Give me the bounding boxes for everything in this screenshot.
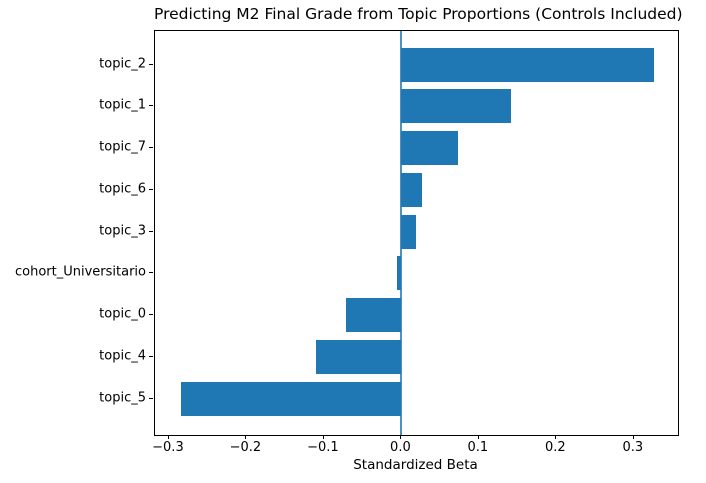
y-tick-mark: [149, 63, 153, 65]
x-tick-mark: [167, 435, 169, 439]
y-tick-mark: [149, 272, 153, 274]
y-tick-label-topic_2: topic_2: [99, 56, 146, 72]
x-tick-label-0.1: 0.1: [467, 440, 489, 455]
x-tick-mark: [400, 435, 402, 439]
bar-topic_3: [401, 214, 417, 249]
y-tick-label-topic_1: topic_1: [99, 97, 146, 113]
x-tick-label-0.3: 0.3: [622, 440, 644, 455]
bar-topic_6: [401, 172, 422, 207]
y-tick-mark: [149, 230, 153, 232]
y-tick-mark: [149, 314, 153, 316]
x-tick-mark: [322, 435, 324, 439]
y-tick-label-topic_6: topic_6: [99, 181, 146, 197]
y-tick-label-topic_7: topic_7: [99, 139, 146, 155]
plot-area: [154, 30, 679, 436]
y-tick-label-topic_3: topic_3: [99, 223, 146, 239]
x-tick-label-−0.2: −0.2: [229, 440, 262, 455]
y-tick-label-topic_5: topic_5: [99, 390, 146, 405]
y-tick-label-topic_4: topic_4: [99, 348, 146, 364]
x-tick-mark: [477, 435, 479, 439]
bar-topic_1: [401, 89, 511, 124]
x-tick-label-0.0: 0.0: [390, 440, 411, 455]
bar-cohort_Universitario: [396, 256, 402, 291]
y-tick-mark: [149, 397, 153, 399]
bar-topic_0: [346, 298, 402, 333]
bar-topic_5: [180, 381, 402, 416]
y-tick-mark: [149, 355, 153, 357]
x-axis-label: Standardized Beta: [353, 457, 478, 473]
x-tick-label-−0.3: −0.3: [152, 440, 184, 455]
y-tick-mark: [149, 147, 153, 149]
x-tick-mark: [555, 435, 557, 439]
y-tick-label-topic_0: topic_0: [99, 306, 146, 322]
x-tick-label-0.2: 0.2: [545, 440, 566, 455]
chart-title: Predicting M2 Final Grade from Topic Pro…: [154, 5, 683, 23]
x-tick-label-−0.1: −0.1: [307, 440, 339, 455]
x-tick-mark: [632, 435, 634, 439]
bar-topic_4: [316, 339, 402, 374]
bar-topic_7: [401, 131, 458, 166]
bar-topic_2: [401, 47, 654, 82]
y-tick-mark: [149, 105, 153, 107]
y-tick-label-cohort_Universitario: cohort_Universitario: [15, 264, 146, 280]
y-tick-mark: [149, 188, 153, 190]
x-tick-mark: [245, 435, 247, 439]
